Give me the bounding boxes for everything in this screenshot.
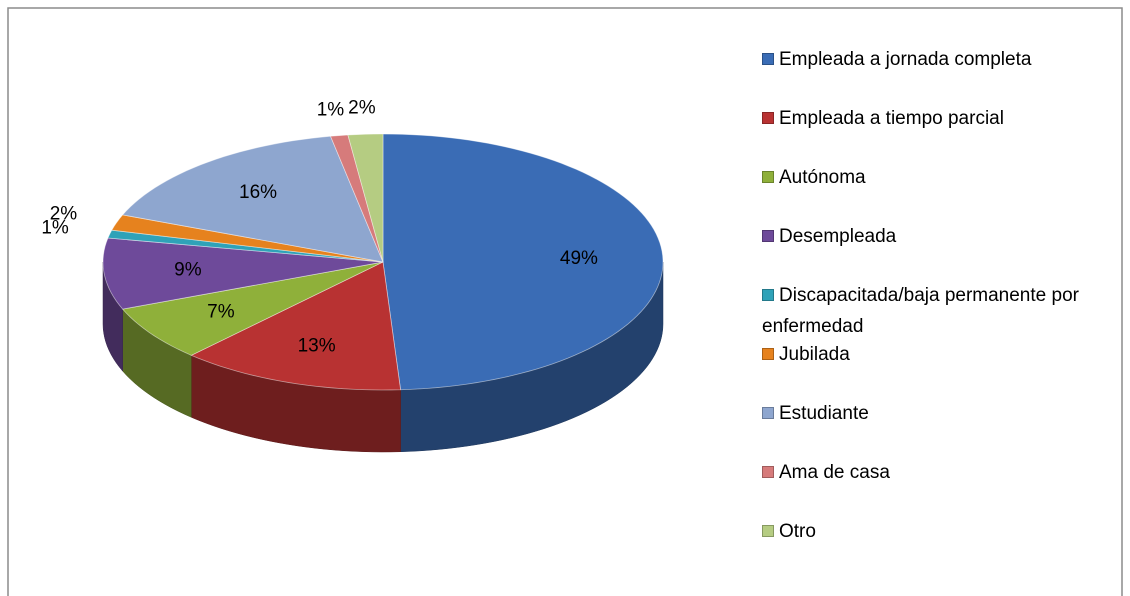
legend-item: Discapacitada/baja permanente por enferm…	[762, 280, 1092, 342]
data-label: 2%	[348, 98, 376, 119]
data-label: 49%	[560, 248, 598, 269]
data-label: 9%	[174, 259, 202, 280]
legend-label: Discapacitada/baja permanente por enferm…	[762, 285, 1079, 337]
data-label: 1%	[317, 99, 345, 120]
legend-swatch	[762, 525, 774, 537]
slice	[347, 133, 384, 263]
legend-swatch	[762, 289, 774, 301]
legend-swatch	[762, 230, 774, 242]
legend-swatch	[762, 407, 774, 419]
legend-label: Estudiante	[779, 403, 869, 424]
legend-item: Empleada a jornada completa	[762, 44, 1122, 75]
legend-swatch	[762, 466, 774, 478]
legend-swatch	[762, 53, 774, 65]
legend-swatch	[762, 112, 774, 124]
slice	[102, 237, 384, 310]
chart-frame	[7, 7, 1123, 596]
legend-label: Ama de casa	[779, 462, 890, 483]
legend-item: Empleada a tiempo parcial	[762, 103, 1122, 134]
legend-item: Jubilada	[762, 339, 1122, 370]
legend-item: Autónoma	[762, 162, 1122, 193]
data-label: 13%	[298, 335, 336, 356]
legend-label: Jubilada	[779, 344, 850, 365]
data-label: 1%	[41, 218, 69, 239]
legend-swatch	[762, 348, 774, 360]
legend-item: Ama de casa	[762, 457, 1122, 488]
legend-label: Empleada a jornada completa	[779, 49, 1032, 70]
slice	[190, 261, 402, 391]
legend-item: Otro	[762, 516, 1122, 547]
data-label: 16%	[239, 182, 277, 203]
legend-swatch	[762, 171, 774, 183]
legend-label: Empleada a tiempo parcial	[779, 108, 1004, 129]
data-label: 7%	[207, 301, 235, 322]
slice	[121, 135, 384, 263]
legend-item: Estudiante	[762, 398, 1122, 429]
legend-item: Desempleada	[762, 221, 1122, 252]
legend-label: Desempleada	[779, 226, 897, 247]
legend-label: Autónoma	[779, 167, 866, 188]
legend-label: Otro	[779, 521, 816, 542]
slice	[121, 261, 384, 356]
slice	[382, 133, 664, 391]
data-label: 2%	[50, 204, 78, 225]
